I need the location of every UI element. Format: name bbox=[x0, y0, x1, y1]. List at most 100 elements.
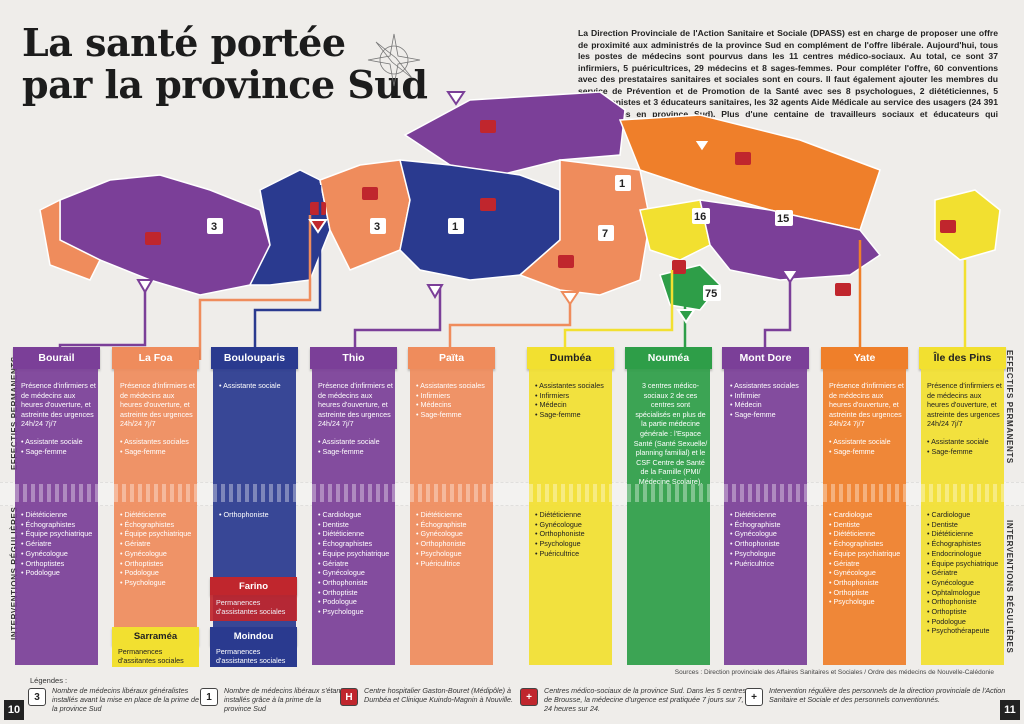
reg-item: Dentiste bbox=[829, 520, 904, 530]
reg-item: Échographiste bbox=[416, 520, 491, 530]
reg-item: Équipe psychiatrique bbox=[120, 529, 195, 539]
reg-item: Gériatre bbox=[120, 539, 195, 549]
perm-item: Assistante sociale bbox=[318, 437, 393, 447]
centre-column-header: Thio bbox=[310, 347, 397, 369]
perm-item: Assistantes sociales bbox=[120, 437, 195, 447]
reg-item: Diététicienne bbox=[535, 510, 610, 520]
column-separator bbox=[213, 484, 296, 502]
reg-item: Gériatre bbox=[318, 559, 393, 569]
reg-item: Gynécologue bbox=[120, 549, 195, 559]
centre-column: Païta Assistantes socialesInfirmiersMéde… bbox=[408, 347, 495, 665]
reg-item: Psychologue bbox=[730, 549, 805, 559]
permanent-staff: Présence d'infirmiers et de médecins aux… bbox=[927, 381, 1002, 456]
reg-item: Échographistes bbox=[927, 539, 1002, 549]
reg-item: Puéricultrice bbox=[416, 559, 491, 569]
reg-item: Gynécologue bbox=[21, 549, 96, 559]
map-badge: 3 bbox=[207, 218, 223, 234]
reg-item: Psychothérapeute bbox=[927, 626, 1002, 636]
reg-item: Gériatre bbox=[927, 568, 1002, 578]
centre-column-header: Bourail bbox=[13, 347, 100, 369]
reg-item: Ophtalmologue bbox=[927, 588, 1002, 598]
reg-item: Équipe psychiatrique bbox=[21, 529, 96, 539]
sub-centre-moindou-header: Moindou bbox=[210, 627, 297, 645]
regular-interventions: CardiologueDentisteDiététicienneÉchograp… bbox=[318, 510, 393, 617]
legend-badge-icon: + bbox=[520, 688, 538, 706]
permanent-staff: 3 centres médico-sociaux 2 de ces centre… bbox=[633, 381, 708, 495]
perm-item: Sage-femme bbox=[120, 447, 195, 457]
reg-item: Orthoptiste bbox=[829, 588, 904, 598]
centre-column: Yate Présence d'infirmiers et de médecin… bbox=[821, 347, 908, 665]
perm-item: Sage-femme bbox=[730, 410, 805, 420]
legend-text: Nombre de médecins libéraux généralistes… bbox=[52, 686, 200, 713]
regular-interventions: DiététicienneÉchographisteGynécologueOrt… bbox=[730, 510, 805, 568]
reg-item: Orthophoniste bbox=[318, 578, 393, 588]
reg-item: Podologue bbox=[927, 617, 1002, 627]
reg-item: Gynécologue bbox=[927, 578, 1002, 588]
centre-column-body bbox=[627, 369, 710, 665]
legend-text: Nombre de médecins libéraux s'étant inst… bbox=[224, 686, 343, 713]
map-region-north bbox=[403, 91, 626, 176]
perm-item: Sage-femme bbox=[416, 410, 491, 420]
svg-text:75: 75 bbox=[705, 288, 717, 300]
map-badge: 75 bbox=[703, 285, 721, 301]
regular-interventions: DiététicienneGynécologueOrthophonistePsy… bbox=[535, 510, 610, 559]
reg-item: Psychologue bbox=[416, 549, 491, 559]
column-separator bbox=[823, 484, 906, 502]
reg-item: Orthophoniste bbox=[927, 597, 1002, 607]
regular-interventions: Orthophoniste bbox=[219, 510, 294, 520]
svg-text:7: 7 bbox=[602, 228, 608, 240]
permanent-staff: Présence d'infirmiers et de médecins aux… bbox=[21, 381, 96, 456]
reg-item: Endocrinologue bbox=[927, 549, 1002, 559]
perm-item: Sage-femme bbox=[535, 410, 610, 420]
page-title-line-2: par la province Sud bbox=[22, 62, 428, 107]
reg-item: Gériatre bbox=[829, 559, 904, 569]
province-sud-map: 3 3 1 1 7 16 15 75 bbox=[39, 91, 1001, 360]
reg-item: Échographiste bbox=[730, 520, 805, 530]
regular-interventions: CardiologueDentisteDiététicienneÉchograp… bbox=[927, 510, 1002, 636]
perm-item: Assistantes sociales bbox=[535, 381, 610, 391]
map-badge: 1 bbox=[615, 175, 631, 191]
map-region-la-foa bbox=[319, 159, 411, 271]
permanent-staff: Assistantes socialesInfirmierMédecinSage… bbox=[730, 381, 805, 419]
reg-item: Gynécologue bbox=[829, 568, 904, 578]
compass-rose-icon bbox=[367, 33, 421, 87]
perm-item: Assistante sociale bbox=[21, 437, 96, 447]
map-badge: 3 bbox=[370, 218, 386, 234]
centre-column: Bourail Présence d'infirmiers et de méde… bbox=[13, 347, 100, 665]
reg-item: Orthophoniste bbox=[219, 510, 294, 520]
column-separator bbox=[312, 484, 395, 502]
permanent-staff: Assistante sociale bbox=[219, 381, 294, 391]
permanent-staff: Assistantes socialesInfirmiersMédecinsSa… bbox=[416, 381, 491, 419]
reg-item: Orthophoniste bbox=[416, 539, 491, 549]
legend-title: Légendes : bbox=[30, 676, 68, 685]
perm-item: Assistante sociale bbox=[927, 437, 1002, 447]
reg-item: Gynécologue bbox=[730, 529, 805, 539]
sub-centre-farino-text: Permanences d'assistantes sociales bbox=[216, 598, 286, 616]
reg-item: Échographistes bbox=[21, 520, 96, 530]
map-badge: 7 bbox=[598, 225, 614, 241]
sub-centre-moindou-body: Permanences d'assistantes sociales bbox=[210, 645, 297, 667]
reg-item: Podologue bbox=[120, 568, 195, 578]
centre-column-header: Boulouparis bbox=[211, 347, 298, 369]
page-number-right: 11 bbox=[1000, 700, 1020, 720]
svg-text:3: 3 bbox=[211, 221, 217, 233]
legend-badge-icon: 3 bbox=[28, 688, 46, 706]
sub-centre-moindou-text: Permanences d'assistantes sociales bbox=[216, 647, 286, 665]
reg-item: Échographistes bbox=[120, 520, 195, 530]
perm-lead: Présence d'infirmiers et de médecins aux… bbox=[829, 381, 904, 429]
reg-item: Puéricultrice bbox=[730, 559, 805, 569]
reg-item: Diététicienne bbox=[829, 529, 904, 539]
column-separator bbox=[114, 484, 197, 502]
centre-column-header: Yate bbox=[821, 347, 908, 369]
permanent-staff: Assistantes socialesInfirmiersMédecinSag… bbox=[535, 381, 610, 419]
map-badge: 15 bbox=[775, 210, 793, 226]
reg-item: Diététicienne bbox=[21, 510, 96, 520]
reg-item: Podologue bbox=[21, 568, 96, 578]
sources-note: Sources : Direction provinciale des Affa… bbox=[674, 669, 994, 676]
centre-column: Mont Dore Assistantes socialesInfirmierM… bbox=[722, 347, 809, 665]
perm-item: Sage-femme bbox=[318, 447, 393, 457]
legend-text: Intervention régulière des personnels de… bbox=[769, 686, 1006, 704]
perm-item: Sage-femme bbox=[21, 447, 96, 457]
centre-column: La Foa Présence d'infirmiers et de médec… bbox=[112, 347, 199, 665]
permanent-staff: Présence d'infirmiers et de médecins aux… bbox=[120, 381, 195, 456]
